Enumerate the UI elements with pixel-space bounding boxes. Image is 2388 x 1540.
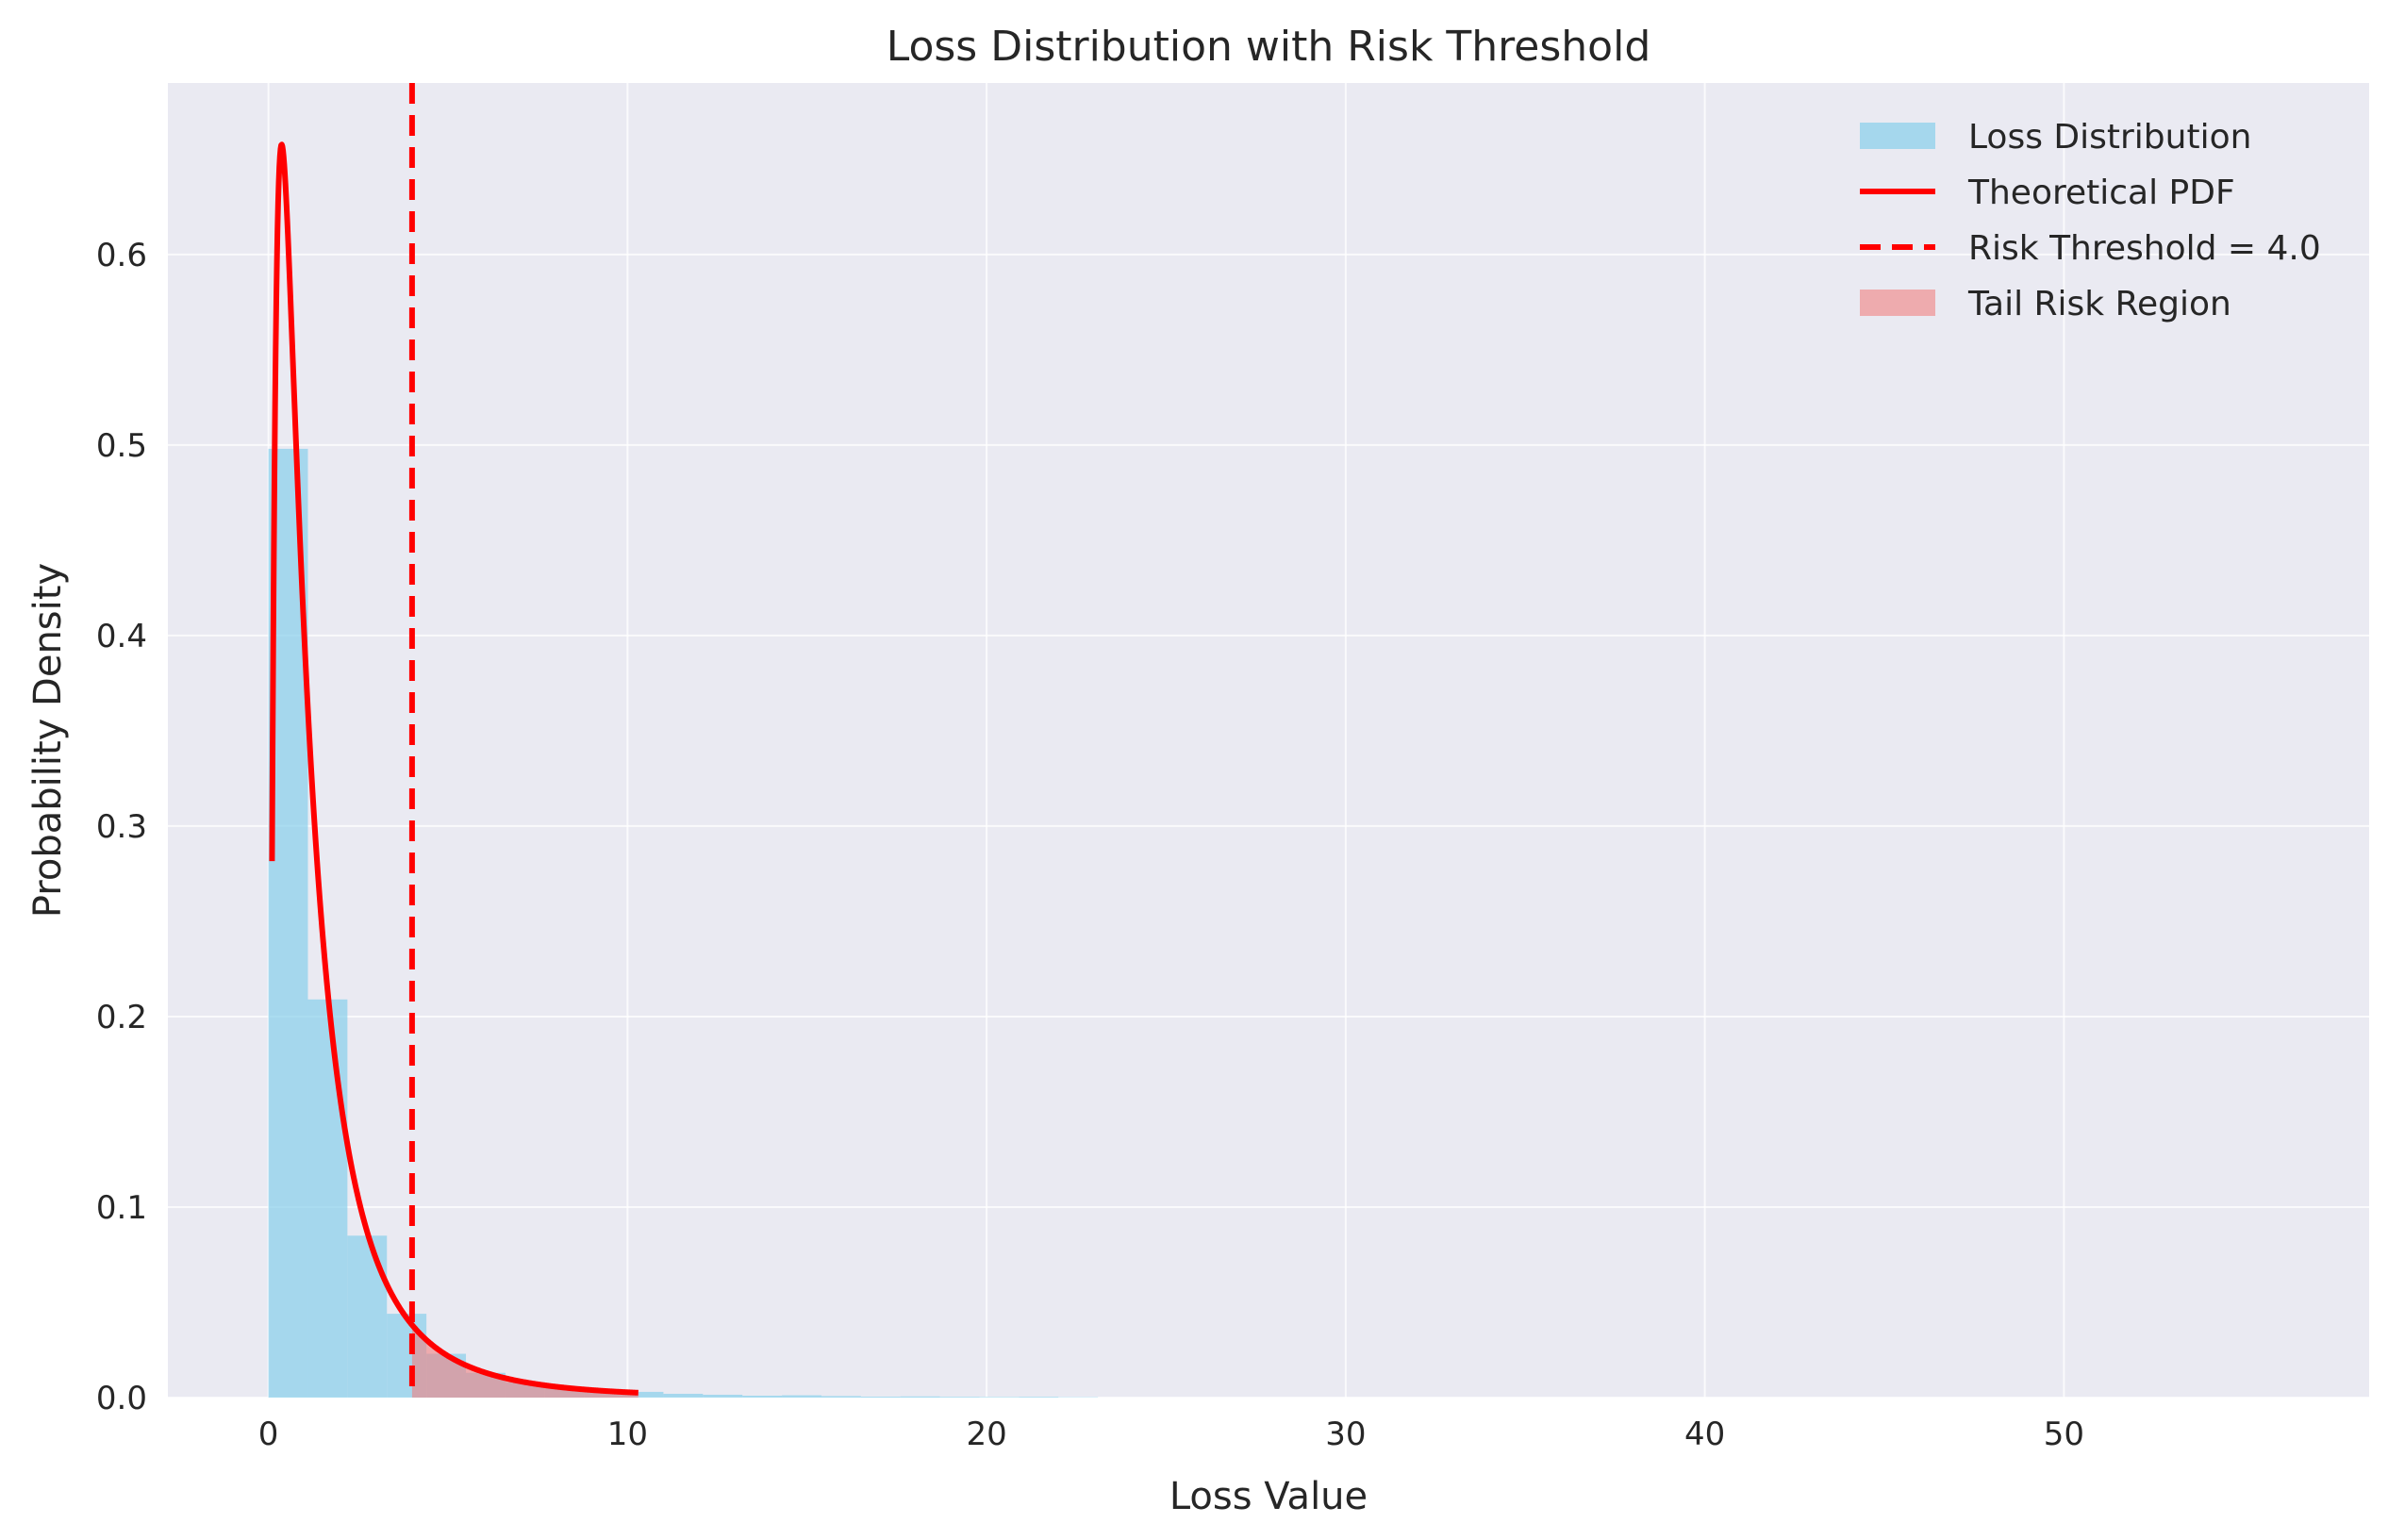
histogram-bar xyxy=(347,1235,388,1398)
legend-label: Loss Distribution xyxy=(1968,118,2251,157)
y-tick-label: 0.4 xyxy=(96,618,147,655)
y-tick-label: 0.6 xyxy=(96,237,147,274)
histogram-bar xyxy=(939,1397,980,1398)
legend-item: Risk Threshold = 4.0 xyxy=(1860,229,2321,268)
legend-item: Loss Distribution xyxy=(1860,118,2251,157)
x-tick-label: 10 xyxy=(607,1416,648,1453)
histogram-bar xyxy=(307,999,348,1398)
legend-label: Theoretical PDF xyxy=(1967,174,2235,212)
histogram-bar xyxy=(623,1391,664,1398)
y-tick-label: 0.3 xyxy=(96,808,147,846)
x-tick-label: 20 xyxy=(966,1416,1006,1453)
theoretical-pdf-line xyxy=(269,141,641,1396)
legend-swatch xyxy=(1860,123,1935,149)
y-tick-label: 0.2 xyxy=(96,999,147,1036)
x-tick-label: 50 xyxy=(2044,1416,2084,1453)
histogram-bar xyxy=(703,1394,743,1398)
legend-label: Risk Threshold = 4.0 xyxy=(1968,229,2321,268)
plot-area xyxy=(168,83,2369,1398)
x-tick-label: 30 xyxy=(1325,1416,1366,1453)
x-axis-label: Loss Value xyxy=(1169,1475,1368,1518)
y-tick-label: 0.5 xyxy=(96,427,147,465)
histogram-bar xyxy=(900,1396,940,1398)
y-tick-label: 0.0 xyxy=(96,1380,147,1417)
y-tick-labels: 0.0 0.1 0.2 0.3 0.4 0.5 0.6 xyxy=(96,237,147,1417)
legend-item: Tail Risk Region xyxy=(1860,285,2231,323)
histogram-bar xyxy=(979,1397,1020,1398)
y-tick-label: 0.1 xyxy=(96,1189,147,1227)
x-tick-label: 40 xyxy=(1684,1416,1725,1453)
histogram-bar xyxy=(1019,1397,1059,1398)
histogram-bar xyxy=(663,1393,704,1398)
legend-item: Theoretical PDF xyxy=(1860,174,2235,212)
histogram-bar xyxy=(860,1396,901,1398)
histogram-bar xyxy=(821,1396,861,1398)
legend: Loss Distribution Theoretical PDF Risk Thr… xyxy=(1860,118,2321,323)
chart-title: Loss Distribution with Risk Threshold xyxy=(887,23,1651,71)
histogram-bar xyxy=(742,1395,783,1398)
legend-label: Tail Risk Region xyxy=(1967,285,2231,323)
tail-risk-region xyxy=(411,1324,638,1398)
x-tick-label: 0 xyxy=(258,1416,279,1453)
grid-lines xyxy=(168,83,2369,1399)
x-tick-labels: 0 10 20 30 40 50 xyxy=(258,1416,2084,1453)
histogram-bar xyxy=(782,1395,821,1398)
legend-swatch xyxy=(1860,290,1935,316)
y-axis-label: Probability Density xyxy=(26,563,70,918)
